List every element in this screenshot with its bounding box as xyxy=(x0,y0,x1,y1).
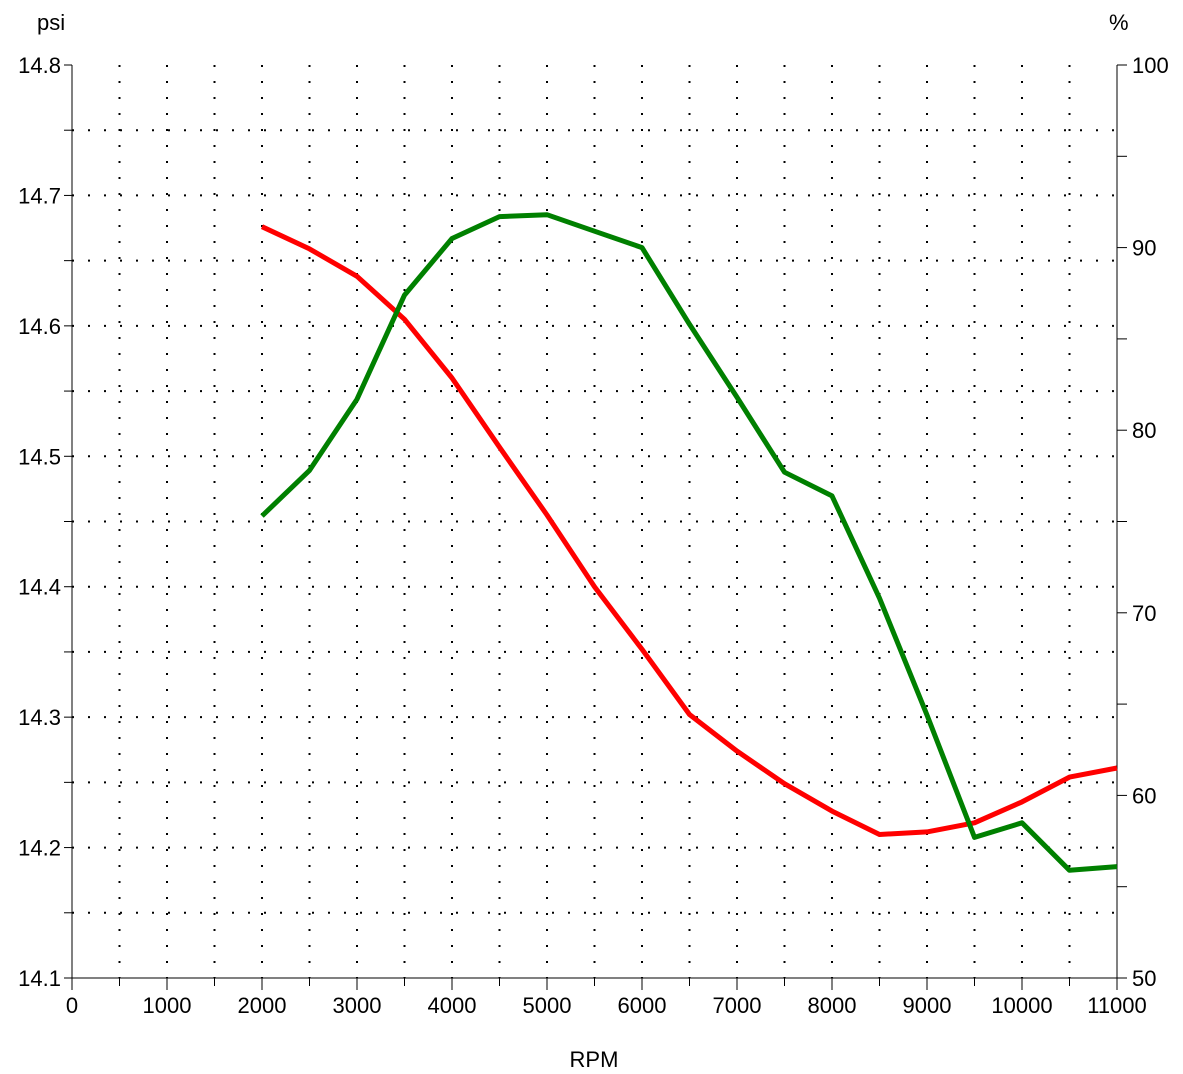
x-tick-label: 4000 xyxy=(428,993,477,1018)
tick-labels: 0 1000 2000 3000 4000 5000 6000 7000 8000 9000 100… xyxy=(18,53,1169,1018)
y-left-tick-label: 14.8 xyxy=(18,53,61,78)
left-axis-unit-label: psi xyxy=(37,10,65,35)
x-tick-label: 3000 xyxy=(333,993,382,1018)
y-left-tick-label: 14.5 xyxy=(18,444,61,469)
y-left-tick-label: 14.6 xyxy=(18,314,61,339)
y-left-tick-label: 14.3 xyxy=(18,705,61,730)
x-tick-label: 1000 xyxy=(143,993,192,1018)
x-tick-label: 6000 xyxy=(618,993,667,1018)
y-right-tick-label: 90 xyxy=(1132,236,1156,261)
axes xyxy=(71,65,1118,979)
y-left-tick-label: 14.4 xyxy=(18,575,61,600)
x-tick-label: 9000 xyxy=(903,993,952,1018)
tick-marks xyxy=(64,64,1127,990)
y-right-tick-label: 80 xyxy=(1132,418,1156,443)
x-tick-label: 2000 xyxy=(238,993,287,1018)
x-axis-title: RPM xyxy=(570,1047,619,1072)
y-left-tick-label: 14.1 xyxy=(18,966,61,991)
series-line-percent xyxy=(260,212,1118,873)
y-right-tick-label: 100 xyxy=(1132,53,1169,78)
y-right-tick-label: 70 xyxy=(1132,601,1156,626)
x-tick-label: 5000 xyxy=(523,993,572,1018)
y-left-tick-label: 14.2 xyxy=(18,836,61,861)
x-tick-label: 7000 xyxy=(713,993,762,1018)
y-left-tick-label: 14.7 xyxy=(18,183,61,208)
grid xyxy=(72,65,1117,978)
series-line-psi xyxy=(260,224,1118,837)
x-tick-label: 0 xyxy=(66,993,78,1018)
x-tick-label: 10000 xyxy=(991,993,1052,1018)
y-right-tick-label: 50 xyxy=(1132,966,1156,991)
series-lines xyxy=(260,212,1118,873)
x-tick-label: 8000 xyxy=(808,993,857,1018)
y-right-tick-label: 60 xyxy=(1132,783,1156,808)
right-axis-unit-label: % xyxy=(1109,10,1129,35)
x-tick-label: 11000 xyxy=(1087,993,1147,1018)
